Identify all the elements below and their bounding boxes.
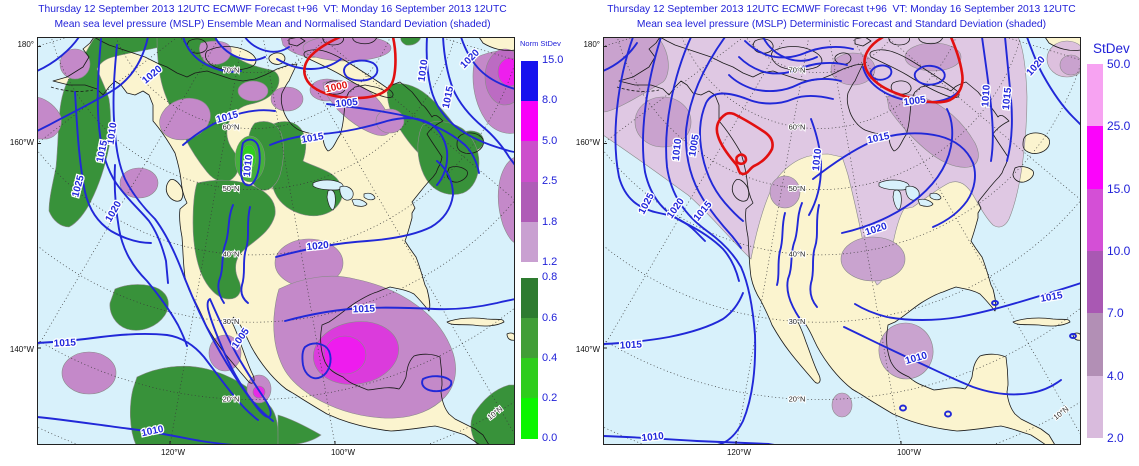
svg-text:1015: 1015	[619, 339, 642, 351]
svg-text:1020: 1020	[306, 240, 330, 253]
svg-text:40°N: 40°N	[223, 250, 240, 259]
svg-text:1010: 1010	[641, 431, 665, 444]
svg-text:1010: 1010	[811, 148, 824, 172]
svg-text:1015: 1015	[1001, 87, 1014, 111]
svg-text:60°N: 60°N	[223, 123, 240, 132]
svg-text:1005: 1005	[335, 97, 359, 110]
svg-text:30°N: 30°N	[789, 317, 806, 326]
svg-text:1010: 1010	[417, 58, 431, 82]
svg-text:30°N: 30°N	[223, 317, 240, 326]
svg-text:1005: 1005	[903, 94, 927, 108]
svg-text:70°N: 70°N	[789, 66, 806, 75]
svg-text:60°N: 60°N	[789, 123, 806, 132]
svg-text:1015: 1015	[1040, 290, 1064, 305]
svg-text:20°N: 20°N	[789, 395, 806, 404]
svg-text:1010: 1010	[671, 138, 684, 162]
svg-text:1015: 1015	[53, 337, 76, 349]
svg-text:70°N: 70°N	[223, 66, 240, 75]
svg-text:1005: 1005	[687, 133, 702, 157]
svg-text:40°N: 40°N	[789, 250, 806, 259]
svg-text:1015: 1015	[353, 304, 376, 316]
svg-text:50°N: 50°N	[789, 184, 806, 193]
svg-text:1010: 1010	[980, 84, 993, 107]
svg-text:1015: 1015	[301, 131, 325, 146]
svg-text:50°N: 50°N	[223, 184, 240, 193]
svg-text:20°N: 20°N	[223, 395, 240, 404]
svg-text:1010: 1010	[106, 121, 120, 145]
svg-text:1010: 1010	[242, 154, 255, 178]
